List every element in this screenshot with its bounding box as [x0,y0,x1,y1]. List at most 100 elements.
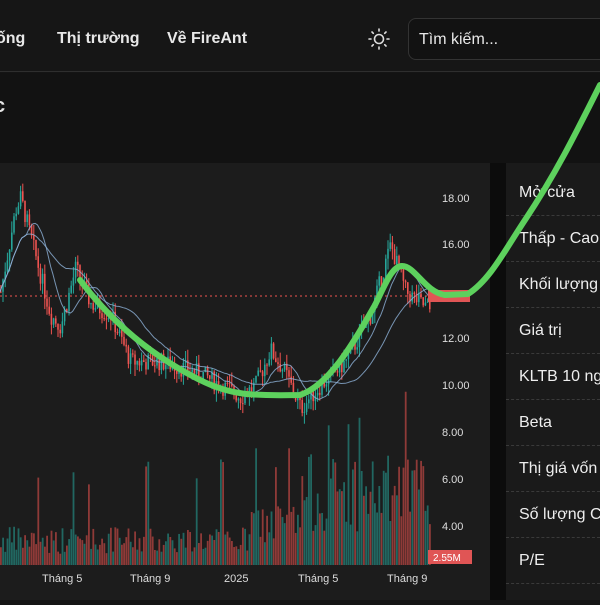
volume-bar [279,508,282,565]
candle [19,191,22,207]
candle [360,325,363,330]
chart-svg[interactable]: 18.00 16.00 12.00 10.00 8.00 6.00 4.00 2… [0,163,490,600]
candle [343,360,345,373]
volume-bar [83,543,86,565]
volume-bar [191,551,194,565]
candle [233,386,235,396]
volume-bar [248,534,251,565]
volume-bar [303,500,306,565]
volume-bar [145,466,147,565]
stock-header: c [0,73,600,163]
candle [134,354,136,365]
volume-bar [44,546,46,565]
candle [226,382,229,384]
nav-item-ve-fireant[interactable]: Về FireAnt [167,30,248,47]
candle [121,330,123,337]
volume-bar [378,485,381,565]
volume-bar [261,509,264,565]
candle [347,353,350,360]
candle [59,329,61,334]
volume-bar [336,491,339,565]
volume-bar [325,518,328,565]
volume-bar [246,550,249,565]
x-tick: Tháng 5 [42,573,82,585]
volume-bar [312,530,315,565]
volume-bar [380,512,383,565]
candle [270,343,273,360]
candle [237,398,240,401]
nav-item-thi-truong[interactable]: Thị trường [57,30,140,47]
candle [400,268,402,270]
volume-bar [39,541,42,565]
candle [149,354,152,356]
volume-bar [400,516,403,565]
volume-bar [107,533,110,565]
volume-bar [231,541,233,565]
nav-item-he-thong[interactable]: ống [0,30,26,47]
candle [413,292,416,294]
sun-icon[interactable] [368,28,390,50]
candle [116,332,119,334]
volume-badge [428,550,472,564]
candle [92,303,94,310]
candle [209,375,211,379]
volume-bar [123,543,125,565]
volume-bar [292,506,295,565]
candle [178,371,180,374]
volume-bar [13,526,15,565]
price-chart[interactable]: 18.00 16.00 12.00 10.00 8.00 6.00 4.00 2… [0,163,490,600]
candle [308,399,310,404]
candle [242,403,244,405]
candle [33,235,35,240]
search-input[interactable]: Tìm kiếm... [408,18,600,60]
volume-bar [250,512,253,565]
candle [404,280,407,283]
stat-label: KLTB 10 ngày [519,368,600,385]
candle [338,358,341,373]
volume-bar [103,543,106,565]
candle [387,248,389,259]
volume-bar [330,478,332,565]
volume-bar [308,456,310,565]
volume-bar [118,537,121,565]
volume-bar [110,527,112,565]
volume-bar [305,496,308,565]
volume-bar [149,528,152,565]
x-tick: Tháng 9 [387,573,427,585]
y-tick: 16.00 [442,239,470,251]
volume-bar [420,460,422,565]
candle [8,249,11,261]
volume-bar [55,532,57,565]
volume-bar [259,536,262,565]
volume-bar [429,524,431,565]
stock-title: c [0,95,5,118]
volume-bar [374,503,376,565]
candle [41,273,44,284]
candle [189,371,191,373]
volume-bar [198,543,200,565]
volume-bar [173,548,176,565]
volume-bar [272,538,275,565]
volume-bar [244,528,246,565]
candle [0,291,2,293]
candle [391,242,394,250]
volume-bar [0,547,2,565]
volume-bar [239,544,242,565]
volume-bar [371,461,374,565]
candle [378,276,380,286]
volume-bar [347,424,350,565]
volume-bar [415,459,418,565]
candle [48,306,50,314]
candle [94,307,97,310]
candle [422,297,424,306]
candle [334,366,336,372]
stat-label: Giá trị [519,322,562,339]
volume-bar [99,544,101,565]
volume-bar [407,459,409,565]
candle [165,364,167,370]
y-tick: 10.00 [442,380,470,392]
candle [259,370,262,372]
candle [255,375,257,383]
stat-row: Giá trị [506,308,600,354]
volume-bar [184,547,187,565]
